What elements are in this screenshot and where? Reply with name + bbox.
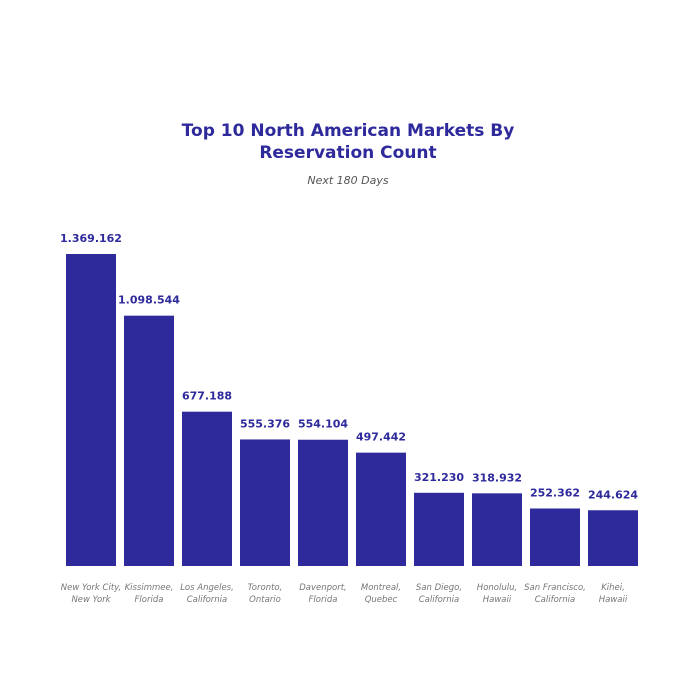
category-label: Florida (309, 595, 338, 605)
category-label: Toronto, (248, 583, 283, 593)
category-label: Florida (135, 595, 164, 605)
category-label: Honolulu, (477, 583, 517, 593)
category-label: Kihei, (601, 583, 625, 593)
data-label: 677.188 (182, 390, 232, 403)
bar (124, 315, 174, 566)
category-label: Quebec (365, 595, 398, 605)
category-label: Kissimmee, (125, 583, 174, 593)
chart-subtitle: Next 180 Days (307, 174, 389, 187)
bar (588, 510, 638, 566)
data-label: 321.230 (414, 471, 464, 484)
category-label: New York City, (61, 583, 122, 593)
chart-title-line-2: Reservation Count (259, 143, 437, 163)
data-label: 1.369.162 (60, 232, 122, 245)
category-label: New York (71, 595, 111, 605)
bar (240, 439, 290, 566)
category-label: Los Angeles, (180, 583, 234, 593)
bar (298, 439, 348, 566)
category-label: San Diego, (416, 583, 462, 593)
category-label: Ontario (249, 595, 281, 605)
data-label: 318.932 (472, 471, 522, 484)
data-label: 554.104 (298, 418, 348, 431)
data-label: 497.442 (356, 431, 406, 444)
bar (356, 452, 406, 566)
bar (414, 492, 464, 566)
category-label: Montreal, (361, 583, 401, 593)
category-label: Hawaii (483, 595, 512, 605)
bar (182, 411, 232, 566)
data-label: 244.624 (588, 488, 638, 501)
bar (530, 508, 580, 566)
category-label: San Francisco, (524, 583, 586, 593)
chart-title-line-1: Top 10 North American Markets By (181, 121, 515, 141)
data-label: 252.362 (530, 486, 580, 499)
chart-title: Top 10 North American Markets By Reserva… (0, 120, 696, 164)
data-label: 1.098.544 (118, 294, 180, 307)
bar (66, 254, 116, 566)
category-label: Hawaii (599, 595, 628, 605)
category-label: Davenport, (299, 583, 347, 593)
category-label: California (535, 595, 576, 605)
data-label: 555.376 (240, 417, 290, 430)
bar (472, 493, 522, 566)
category-label: California (187, 595, 228, 605)
category-label: California (419, 595, 460, 605)
